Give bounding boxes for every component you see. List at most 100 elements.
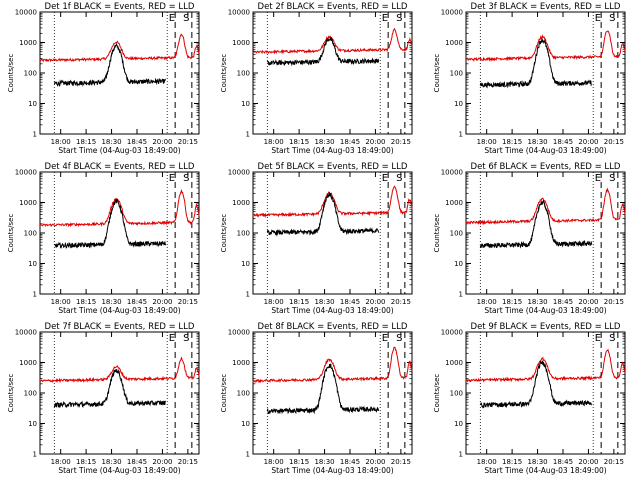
- x-tick-label: 18:30: [314, 138, 334, 146]
- x-axis-label: Start Time (04-Aug-03 18:49:00): [271, 146, 393, 155]
- marker-letter-S: S: [396, 333, 402, 344]
- marker-letter-S: S: [183, 173, 189, 184]
- panel-title-8: Det 8f BLACK = Events, RED = LLD: [258, 322, 408, 332]
- x-tick-label: 18:30: [527, 138, 547, 146]
- x-tick-label: 18:00: [51, 138, 71, 146]
- y-tick-label: 100: [237, 70, 250, 78]
- y-tick-label: 1000: [232, 199, 250, 207]
- x-tick-label: 18:45: [340, 298, 360, 306]
- x-axis-label: Start Time (04-Aug-03 18:49:00): [271, 306, 393, 315]
- x-tick-label: 18:30: [314, 298, 334, 306]
- lld-series-line-7: [39, 357, 200, 384]
- lld-series-line-4: [39, 188, 200, 228]
- y-axis-label: Counts/sec: [433, 54, 441, 93]
- x-tick-label: 18:45: [553, 138, 573, 146]
- x-tick-label: 18:00: [477, 138, 497, 146]
- x-axis-label: Start Time (04-Aug-03 18:49:00): [58, 466, 180, 475]
- marker-letter-E: E: [169, 13, 175, 24]
- y-tick-label: 100: [450, 390, 463, 398]
- x-tick-label: 18:15: [76, 298, 96, 306]
- x-tick-label: 18:00: [264, 298, 284, 306]
- x-tick-label: 18:15: [76, 458, 96, 466]
- y-tick-label: 10: [454, 100, 463, 108]
- panel-title-1: Det 1f BLACK = Events, RED = LLD: [45, 2, 195, 12]
- x-tick-label: 20:15: [604, 298, 624, 306]
- marker-letter-E: E: [595, 13, 601, 24]
- y-tick-label: 10000: [228, 169, 250, 177]
- y-tick-label: 1000: [232, 359, 250, 367]
- y-tick-label: 10000: [15, 169, 37, 177]
- events-series-line-3: [479, 38, 592, 89]
- y-tick-label: 1: [246, 131, 250, 139]
- y-tick-label: 1: [246, 451, 250, 459]
- x-tick-label: 20:15: [391, 298, 411, 306]
- x-tick-label: 18:45: [340, 458, 360, 466]
- x-tick-label: 18:00: [51, 298, 71, 306]
- y-tick-label: 100: [24, 70, 37, 78]
- x-tick-label: 20:15: [391, 138, 411, 146]
- x-tick-label: 18:45: [553, 458, 573, 466]
- events-series-line-8: [266, 363, 380, 415]
- x-tick-label: 18:00: [264, 458, 284, 466]
- x-tick-label: 20:00: [365, 298, 385, 306]
- y-axis-label: Counts/sec: [433, 374, 441, 413]
- lld-series-line-3: [465, 30, 626, 62]
- events-series-line-4: [54, 198, 167, 249]
- marker-letter-S: S: [396, 13, 402, 24]
- y-tick-label: 1000: [445, 39, 463, 47]
- panel-title-5: Det 5f BLACK = Events, RED = LLD: [258, 162, 408, 172]
- x-tick-label: 20:00: [152, 138, 172, 146]
- y-tick-label: 10: [241, 260, 250, 268]
- panel-title-9: Det 9f BLACK = Events, RED = LLD: [471, 322, 621, 332]
- x-tick-label: 18:30: [101, 458, 121, 466]
- y-axis-label: Counts/sec: [220, 54, 228, 93]
- y-tick-label: 10: [241, 420, 250, 428]
- x-tick-label: 18:00: [264, 138, 284, 146]
- y-tick-label: 1000: [445, 199, 463, 207]
- x-tick-label: 20:00: [578, 298, 598, 306]
- x-axis-label: Start Time (04-Aug-03 18:49:00): [484, 306, 606, 315]
- x-tick-label: 20:15: [391, 458, 411, 466]
- x-tick-label: 18:45: [127, 458, 147, 466]
- x-tick-label: 18:45: [553, 298, 573, 306]
- x-tick-label: 18:45: [340, 138, 360, 146]
- x-tick-label: 18:15: [289, 298, 309, 306]
- marker-letter-S: S: [183, 333, 189, 344]
- y-tick-label: 10: [241, 100, 250, 108]
- x-tick-label: 18:00: [477, 298, 497, 306]
- y-tick-label: 1000: [19, 39, 37, 47]
- y-tick-label: 10: [454, 420, 463, 428]
- x-tick-label: 18:00: [477, 458, 497, 466]
- x-tick-label: 18:15: [289, 458, 309, 466]
- marker-letter-E: E: [595, 333, 601, 344]
- x-tick-label: 18:30: [101, 298, 121, 306]
- x-tick-label: 18:30: [527, 298, 547, 306]
- x-tick-label: 18:30: [101, 138, 121, 146]
- marker-letter-S: S: [183, 13, 189, 24]
- marker-letter-S: S: [609, 173, 615, 184]
- y-tick-label: 1: [459, 291, 463, 299]
- y-tick-label: 10000: [15, 329, 37, 337]
- x-tick-label: 18:15: [289, 138, 309, 146]
- x-tick-label: 18:00: [51, 458, 71, 466]
- events-series-line-2: [266, 36, 380, 67]
- y-tick-label: 10000: [228, 329, 250, 337]
- marker-letter-S: S: [396, 173, 402, 184]
- lld-series-line-9: [465, 348, 626, 383]
- y-axis-label: Counts/sec: [433, 214, 441, 253]
- marker-letter-E: E: [169, 173, 175, 184]
- x-tick-label: 20:15: [178, 138, 198, 146]
- panel-title-4: Det 4f BLACK = Events, RED = LLD: [45, 162, 195, 172]
- y-tick-label: 100: [24, 230, 37, 238]
- y-tick-label: 10: [28, 100, 37, 108]
- x-axis-label: Start Time (04-Aug-03 18:49:00): [484, 146, 606, 155]
- y-tick-label: 100: [450, 70, 463, 78]
- marker-letter-E: E: [382, 13, 388, 24]
- events-series-line-9: [479, 360, 593, 409]
- y-tick-label: 1: [459, 451, 463, 459]
- y-tick-label: 10000: [441, 329, 463, 337]
- y-tick-label: 10: [28, 260, 37, 268]
- x-tick-label: 20:00: [152, 458, 172, 466]
- y-tick-label: 1: [33, 451, 37, 459]
